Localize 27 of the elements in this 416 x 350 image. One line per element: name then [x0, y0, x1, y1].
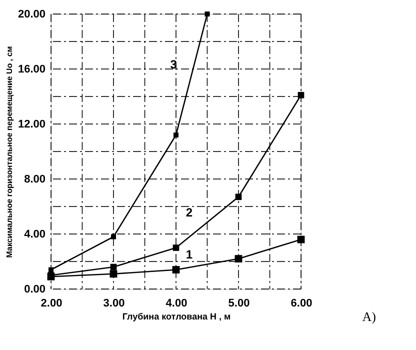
text: А) — [362, 309, 376, 324]
series-label: 1 — [186, 247, 193, 262]
y-tick-label: 0.00 — [24, 284, 46, 296]
x-tick-label: 5.00 — [228, 298, 250, 310]
point — [204, 12, 210, 16]
x-tick-label: 3.00 — [103, 298, 125, 310]
y-tick-label: 16.00 — [18, 64, 46, 76]
x-tick-label: 4.00 — [166, 298, 188, 310]
point — [48, 267, 54, 272]
y-axis-title: Максимальное горизонтальное перемещение Uo , см — [4, 46, 14, 258]
point — [298, 92, 304, 98]
point — [234, 255, 242, 262]
point — [174, 132, 178, 138]
series-label: 2 — [186, 205, 193, 220]
point — [110, 270, 118, 278]
y-tick-label: 20.00 — [18, 8, 46, 20]
point — [172, 244, 180, 251]
x-tick-label: 6.00 — [290, 298, 312, 310]
point — [110, 264, 117, 270]
x-axis-title: Глубина котлована H , м — [122, 312, 232, 322]
point — [111, 234, 116, 240]
point — [235, 194, 242, 200]
y-tick-label: 4.00 — [24, 228, 46, 240]
y-tick-label: 12.00 — [18, 118, 46, 130]
y-tick-label: 8.00 — [24, 174, 46, 186]
x-tick-label: 2.00 — [40, 298, 62, 310]
point — [172, 266, 180, 274]
